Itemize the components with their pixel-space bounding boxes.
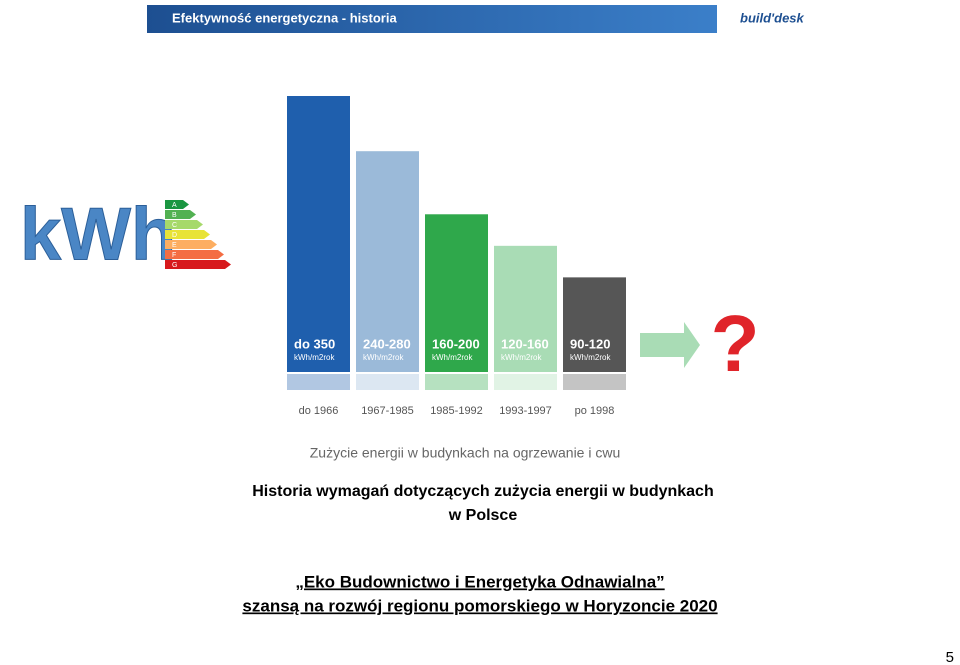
badge-text: kWh (20, 193, 176, 276)
bar-unit-label: kWh/m2rok (570, 353, 611, 362)
bar-reflection (287, 374, 350, 390)
bar (356, 151, 419, 372)
x-tick-label: 1985-1992 (430, 405, 483, 417)
bar (287, 96, 350, 372)
subheading-line: szansą na rozwój regionu pomorskiego w H… (242, 596, 717, 615)
bar-value-label: 160-200 (432, 336, 480, 351)
page-number: 5 (946, 649, 954, 665)
energy-class-label: G (172, 262, 177, 269)
energy-class-label: A (172, 202, 177, 209)
logo: build'desk (740, 10, 805, 25)
arrow (640, 322, 700, 368)
x-tick-label: 1993-1997 (499, 405, 552, 417)
energy-class-arrow (165, 260, 231, 269)
x-tick-label: 1967-1985 (361, 405, 414, 417)
energy-class-label: C (172, 222, 177, 229)
energy-class-arrow (165, 240, 217, 249)
bar-value-label: 90-120 (570, 336, 610, 351)
header-title: Efektywność energetyczna - historia (172, 10, 397, 25)
heading-line: w Polsce (448, 507, 518, 524)
bar-reflection (356, 374, 419, 390)
bar-unit-label: kWh/m2rok (363, 353, 404, 362)
bar-reflection (494, 374, 557, 390)
bar (425, 214, 488, 372)
energy-class-arrow (165, 210, 196, 219)
energy-class-label: F (172, 252, 176, 259)
energy-class-arrow (165, 230, 210, 239)
caption: Zużycie energii w budynkach na ogrzewani… (310, 445, 621, 461)
energy-class-arrow (165, 250, 224, 259)
bar-unit-label: kWh/m2rok (501, 353, 542, 362)
bar-value-label: 120-160 (501, 336, 549, 351)
energy-class-arrow (165, 220, 203, 229)
bar-chart: do 350 kWh/m2rok do 1966 240-280 kWh/m2rok 19… (287, 96, 626, 417)
energy-class-label: B (172, 212, 177, 219)
x-tick-label: do 1966 (299, 405, 339, 417)
bar-reflection (563, 374, 626, 390)
bar-value-label: 240-280 (363, 336, 411, 351)
heading-line: Historia wymagań dotyczących zużycia ene… (252, 483, 713, 500)
bar-reflection (425, 374, 488, 390)
energy-class-arrow (165, 200, 189, 209)
energy-class-label: E (172, 242, 177, 249)
future-mark: ? (711, 299, 760, 388)
subheading-line: „Eko Budownictwo i Energetyka Odnawialna… (295, 572, 664, 591)
energy-class-label: D (172, 232, 177, 239)
bar-unit-label: kWh/m2rok (432, 353, 473, 362)
bar-value-label: do 350 (294, 336, 335, 351)
bar (563, 277, 626, 372)
x-tick-label: po 1998 (575, 405, 615, 417)
bar (494, 245, 557, 372)
bar-unit-label: kWh/m2rok (294, 353, 335, 362)
header-bar (147, 5, 717, 33)
